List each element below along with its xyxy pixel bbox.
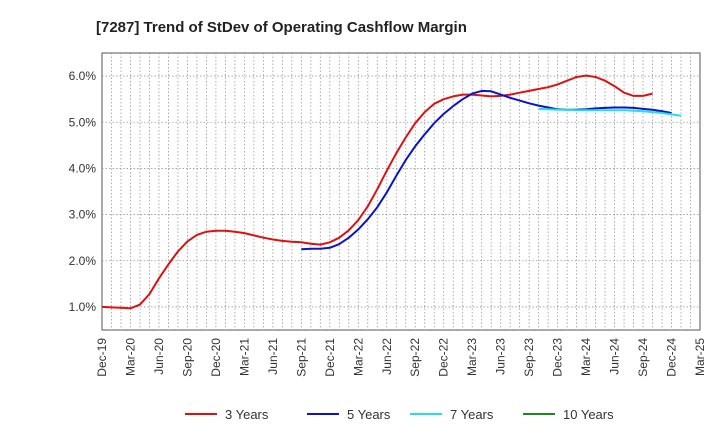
legend-label-5-years: 5 Years	[347, 407, 391, 422]
x-tick-label: Dec-22	[437, 338, 451, 377]
series-lines	[101, 74, 682, 310]
x-axis-ticks: Dec-19 Mar-20 Jun-20 Sep-20 Dec-20 Mar-21 Jun-…	[95, 338, 707, 377]
y-axis-ticks: 1.0% 2.0% 3.0% 4.0% 5.0% 6.0%	[69, 69, 97, 314]
x-tick-label: Jun-24	[608, 338, 622, 375]
x-tick-label: Jun-22	[380, 338, 394, 375]
x-tick-label: Jun-20	[152, 338, 166, 375]
x-tick-label: Mar-20	[123, 338, 137, 376]
x-tick-label: Dec-23	[551, 338, 565, 377]
plot-frame	[101, 52, 701, 331]
y-tick-label: 1.0%	[69, 300, 97, 314]
y-tick-label: 6.0%	[69, 69, 97, 83]
series-line-5-years	[301, 89, 672, 251]
x-tick-label: Dec-19	[95, 338, 109, 377]
x-tick-label: Mar-22	[351, 338, 365, 376]
plot-area	[101, 52, 701, 331]
x-tick-label: Mar-21	[237, 338, 251, 376]
x-tick-label: Sep-24	[636, 338, 650, 377]
x-tick-label: Dec-21	[323, 338, 337, 377]
y-tick-label: 2.0%	[69, 254, 97, 268]
x-tick-label: Mar-24	[579, 338, 593, 376]
legend-label-7-years: 7 Years	[450, 407, 494, 422]
x-tick-label: Mar-25	[693, 338, 707, 376]
y-tick-label: 3.0%	[69, 208, 97, 222]
y-tick-label: 4.0%	[69, 161, 97, 175]
x-tick-label: Sep-21	[294, 338, 308, 377]
x-tick-label: Sep-22	[408, 338, 422, 377]
x-tick-label: Jun-23	[494, 338, 508, 375]
x-tick-label: Sep-23	[522, 338, 536, 377]
x-tick-label: Jun-21	[266, 338, 280, 375]
y-tick-label: 5.0%	[69, 115, 97, 129]
series-line-7-years	[538, 107, 682, 117]
x-tick-label: Mar-23	[465, 338, 479, 376]
legend-label-10-years: 10 Years	[563, 407, 614, 422]
x-tick-label: Dec-20	[209, 338, 223, 377]
legend: 3 Years 5 Years 7 Years 10 Years	[185, 407, 614, 422]
legend-label-3-years: 3 Years	[225, 407, 269, 422]
series-line-3-years	[101, 74, 653, 310]
chart-title: [7287] Trend of StDev of Operating Cashf…	[96, 19, 467, 36]
x-tick-label: Sep-20	[180, 338, 194, 377]
x-tick-label: Dec-24	[665, 338, 679, 377]
